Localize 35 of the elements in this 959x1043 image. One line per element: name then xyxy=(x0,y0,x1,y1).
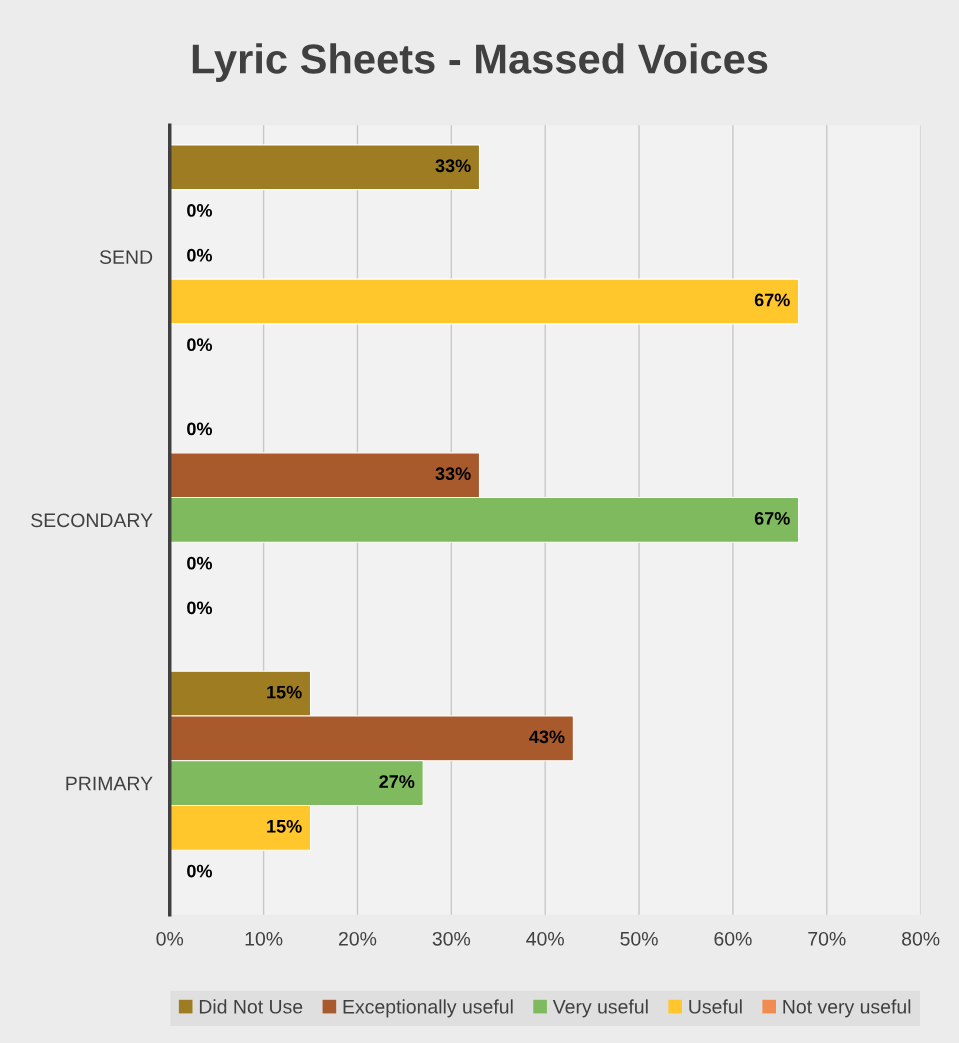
bar xyxy=(169,144,481,191)
data-label: 0% xyxy=(187,556,213,570)
x-tick-label: 10% xyxy=(245,931,283,946)
bar xyxy=(169,278,800,325)
x-tick-label: 80% xyxy=(902,931,940,946)
data-label: 67% xyxy=(754,512,790,525)
x-tick-label: 0% xyxy=(156,931,184,946)
legend-label: Exceptionally useful xyxy=(343,999,513,1018)
data-label: 67% xyxy=(754,293,790,307)
data-label: 33% xyxy=(435,467,471,481)
legend-label: Very useful xyxy=(552,999,648,1018)
data-label: 27% xyxy=(379,775,415,788)
legend-label: Did Not Use xyxy=(199,999,303,1014)
data-label: 0% xyxy=(187,204,213,217)
data-label: 15% xyxy=(267,685,302,699)
chart-title: Lyric Sheets - Massed Voices xyxy=(192,43,768,82)
data-label: 0% xyxy=(187,864,213,878)
data-label: 0% xyxy=(187,338,213,352)
y-tick-label: SEND xyxy=(99,250,153,264)
y-tick-label: PRIMARY xyxy=(66,776,153,791)
x-tick-label: 60% xyxy=(714,931,752,946)
data-label: 0% xyxy=(187,248,213,262)
x-tick-label: 70% xyxy=(808,931,846,946)
x-tick-label: 30% xyxy=(432,931,471,946)
data-label: 0% xyxy=(187,422,213,436)
x-tick-label: 50% xyxy=(620,931,658,946)
legend-label: Not very useful xyxy=(783,999,911,1018)
legend-label: Useful xyxy=(689,999,742,1014)
data-label: 0% xyxy=(187,601,213,615)
x-tick-label: 20% xyxy=(338,931,377,946)
data-label: 43% xyxy=(529,730,565,744)
data-label: 15% xyxy=(267,819,302,833)
y-tick-label: SECONDARY xyxy=(31,513,153,528)
data-label: 33% xyxy=(435,159,471,173)
x-tick-label: 40% xyxy=(526,931,564,946)
